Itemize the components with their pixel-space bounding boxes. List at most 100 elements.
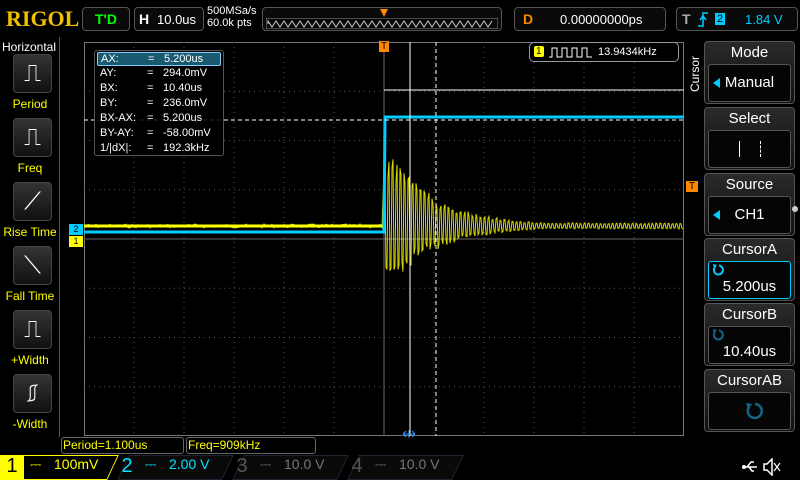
readout-equals: = (147, 142, 154, 154)
readout-value: 5.200us (164, 53, 204, 65)
waveform-overview[interactable] (262, 7, 502, 31)
readout-key: AY: (100, 67, 117, 79)
select-softkey[interactable]: Select (704, 107, 795, 170)
dc-coupling-icon: ⎓ (260, 456, 272, 472)
readout-equals: = (147, 67, 154, 79)
trigger-source: 2 (715, 13, 726, 25)
delay-box[interactable]: D 0.00000000ps (514, 7, 666, 31)
ch2-trace (84, 115, 684, 234)
measure-period[interactable]: Period=1.100us (61, 437, 184, 454)
square-wave-icon (549, 47, 592, 58)
dc-coupling-icon: ⎓ (145, 456, 157, 472)
cursor-readout-row: BY-AY: = -58.00mV (97, 127, 221, 141)
timebase-box[interactable]: H 10.0us (134, 7, 204, 31)
cursor-b-softkey[interactable]: CursorB 10.40us (704, 303, 795, 366)
negative-width-label: -Width (12, 417, 48, 431)
readout-equals: = (148, 53, 155, 65)
readout-key: AX: (101, 53, 119, 65)
cursor-a-value-box[interactable]: 5.200us (708, 261, 791, 299)
channel-2-number: 2 (121, 455, 133, 477)
readout-equals: = (147, 127, 154, 139)
readout-value: 294.0mV (163, 67, 208, 79)
cursor-readout-row: BY: = 236.0mV (97, 97, 221, 111)
channel-3-number: 3 (236, 455, 248, 477)
period-label: Period (12, 97, 48, 111)
frequency-counter: 1 13.9434kHz (529, 42, 679, 62)
rigol-logo: RIGOL (6, 6, 80, 31)
freq-button[interactable]: ⎍ (13, 118, 52, 157)
delay-value: 0.00000000ps (560, 12, 643, 27)
readout-equals: = (147, 112, 154, 124)
cursor-a-handle-icon[interactable] (403, 430, 415, 438)
ch2-offset-marker[interactable]: 2 (69, 224, 83, 235)
channel-3-scale: 10.0 V (284, 456, 325, 472)
cursor-a-label: CursorA (721, 241, 777, 258)
trigger-level: 1.84 V (745, 12, 783, 27)
cursor-readout-row: BX-AX: = 5.200us (97, 112, 221, 126)
source-value-box: CH1 (708, 196, 791, 234)
negative-width-button[interactable]: ⎎ (13, 374, 52, 413)
cursor-readout-row: AY: = 294.0mV (97, 67, 221, 81)
positive-width-label: +Width (11, 353, 49, 367)
mode-label: Mode (730, 44, 769, 61)
readout-equals: = (147, 82, 154, 94)
caret-left-icon (713, 78, 720, 88)
source-value: CH1 (734, 206, 765, 223)
source-softkey[interactable]: Source CH1 (704, 173, 795, 236)
readout-key: BY: (100, 97, 118, 109)
period-button[interactable]: ⎍ (13, 54, 52, 93)
channel-1-scale: 100mV (54, 456, 99, 472)
readout-value: -58.00mV (163, 127, 211, 139)
run-state[interactable]: T'D (82, 7, 130, 31)
source-label: Source (725, 176, 774, 193)
cursor-a-softkey[interactable]: CursorA 5.200us (704, 238, 795, 301)
divider (59, 37, 60, 437)
fall-time-button[interactable]: ⟍ (13, 246, 52, 285)
rising-edge-icon (698, 12, 708, 27)
acquisition-info: 500MSa/s 60.0k pts (207, 5, 257, 29)
cursor-a-value: 5.200us (722, 278, 777, 295)
left-menu-title: Horizontal (2, 40, 57, 54)
readout-value: 5.200us (163, 112, 203, 124)
page-indicator (792, 206, 798, 212)
ch1-offset-marker[interactable]: 1 (69, 236, 83, 247)
mode-value-box: Manual (708, 64, 791, 102)
readout-key: BX-AX: (100, 112, 137, 124)
readout-value: 10.40us (163, 82, 203, 94)
cursor-lines-icon (708, 130, 791, 168)
cursor-b-label: CursorB (721, 306, 777, 323)
counter-value: 13.9434kHz (598, 46, 657, 58)
positive-width-button[interactable]: ⎍ (13, 310, 52, 349)
cursor-b-value: 10.40us (722, 343, 777, 360)
delay-label: D (523, 11, 534, 27)
rise-time-button[interactable]: ⟋ (13, 182, 52, 221)
channel-1-number: 1 (0, 455, 24, 480)
cursor-tab: Cursor (688, 56, 702, 93)
mode-value: Manual (724, 74, 775, 91)
readout-key: BY-AY: (100, 127, 134, 139)
cursor-readout-row: AX: = 5.200us (97, 52, 221, 66)
mode-softkey[interactable]: Mode Manual (704, 41, 795, 104)
cursor-ab-box (708, 392, 791, 430)
cursor-ab-softkey[interactable]: CursorAB (704, 369, 795, 432)
trigger-position-icon (380, 9, 388, 17)
trigger-level-marker[interactable]: T (686, 181, 698, 192)
knob-rotate-icon (746, 402, 763, 420)
usb-icon (742, 461, 757, 472)
memory-depth: 60.0k pts (207, 17, 252, 29)
channel-2-scale: 2.00 V (169, 456, 210, 472)
sample-rate: 500MSa/s (207, 5, 257, 17)
cursor-b-value-box[interactable]: 10.40us (708, 326, 791, 364)
memory-overview-wave (266, 18, 498, 29)
readout-key: 1/|dX|: (100, 142, 132, 154)
trigger-position-marker[interactable]: T (379, 41, 389, 52)
fall-time-icon: ⟍ (24, 252, 41, 279)
positive-width-icon: ⎍ (24, 316, 41, 343)
waveform-grid (84, 42, 684, 436)
readout-value: 192.3kHz (163, 142, 210, 154)
channel-4-scale: 10.0 V (399, 456, 440, 472)
fall-time-label: Fall Time (5, 289, 55, 303)
trigger-box[interactable]: T 2 1.84 V (676, 7, 798, 31)
period-icon: ⎍ (24, 60, 41, 87)
measure-freq[interactable]: Freq=909kHz (186, 437, 316, 454)
